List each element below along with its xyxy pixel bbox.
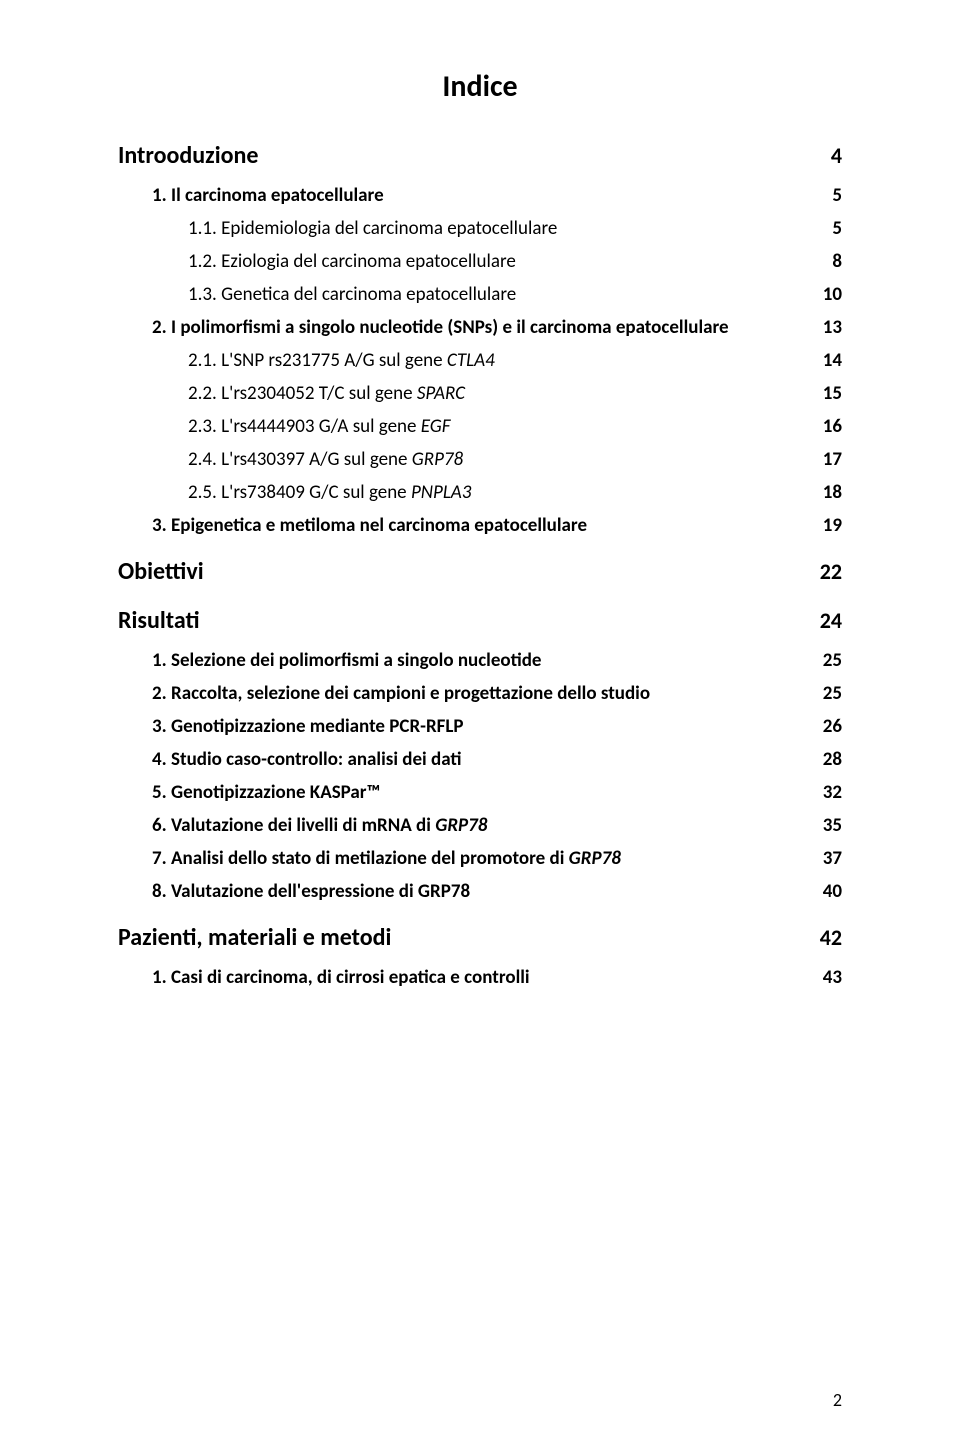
toc-item-page: 18	[823, 481, 842, 504]
gene-name: PNPLA3	[411, 481, 472, 504]
toc-subitem: 2.2. L'rs2304052 T/C sul gene SPARC15	[118, 382, 842, 405]
section-heading: Risultati 24	[118, 606, 842, 635]
section-heading-text: Obiettivi	[118, 557, 204, 586]
section-page-number: 24	[820, 607, 842, 634]
toc-subitem: 2.1. L'SNP rs231775 A/G sul gene CTLA414	[118, 349, 842, 372]
toc-item-page: 5	[832, 217, 842, 240]
toc-item-label: 8. Valutazione dell'espressione di GRP78	[152, 880, 823, 903]
toc-item-label: 2. Raccolta, selezione dei campioni e pr…	[152, 682, 823, 705]
toc-item-page: 28	[823, 748, 842, 771]
toc-item-label: 2.5. L'rs738409 G/C sul gene PNPLA3	[188, 481, 823, 504]
toc-subitem: 2.3. L'rs4444903 G/A sul gene EGF16	[118, 415, 842, 438]
toc-item-page: 40	[823, 880, 842, 903]
toc-item-page: 32	[823, 781, 842, 804]
toc-item-page: 14	[823, 349, 842, 372]
toc-item-page: 15	[823, 382, 842, 405]
toc-item-label: 1. Casi di carcinoma, di cirrosi epatica…	[152, 966, 823, 989]
toc-item-page: 8	[832, 250, 842, 273]
toc-item: 3. Genotipizzazione mediante PCR-RFLP26	[118, 715, 842, 738]
toc-item-page: 16	[823, 415, 842, 438]
toc-item-page: 25	[823, 682, 842, 705]
toc-item-label: 2.1. L'SNP rs231775 A/G sul gene CTLA4	[188, 349, 823, 372]
toc-item-page: 26	[823, 715, 842, 738]
toc-item-label: 1. Il carcinoma epatocellulare	[152, 184, 832, 207]
toc-item-page: 19	[823, 514, 842, 537]
toc-item-label: 5. Genotipizzazione KASPar™	[152, 781, 823, 804]
toc-subitem: 2.5. L'rs738409 G/C sul gene PNPLA318	[118, 481, 842, 504]
toc-item: 7. Analisi dello stato di metilazione de…	[118, 847, 842, 870]
toc-item: 1. Casi di carcinoma, di cirrosi epatica…	[118, 966, 842, 989]
toc-item-page: 37	[823, 847, 842, 870]
gene-name: GRP78	[412, 448, 463, 471]
section-heading-text: Introoduzione	[118, 141, 258, 170]
toc-item-page: 13	[823, 316, 842, 339]
toc-item: 5. Genotipizzazione KASPar™32	[118, 781, 842, 804]
toc-item: 2. I polimorfismi a singolo nucleotide (…	[118, 316, 842, 339]
toc-list: 1. Selezione dei polimorfismi a singolo …	[118, 649, 842, 903]
toc-item: 1. Selezione dei polimorfismi a singolo …	[118, 649, 842, 672]
gene-name: GRP78	[569, 847, 621, 870]
toc-item-page: 43	[823, 966, 842, 989]
section-heading: Obiettivi 22	[118, 557, 842, 586]
toc-item-label: 3. Genotipizzazione mediante PCR-RFLP	[152, 715, 823, 738]
toc-subitem: 1.3. Genetica del carcinoma epatocellula…	[118, 283, 842, 306]
toc-item-page: 35	[823, 814, 842, 837]
toc-item: 1. Il carcinoma epatocellulare5	[118, 184, 842, 207]
toc-item-label: 2.3. L'rs4444903 G/A sul gene EGF	[188, 415, 823, 438]
section-page-number: 4	[831, 142, 842, 169]
section-heading-text: Risultati	[118, 606, 200, 635]
toc-item-label: 2.4. L'rs430397 A/G sul gene GRP78	[188, 448, 823, 471]
toc-item-page: 25	[823, 649, 842, 672]
toc-item: 3. Epigenetica e metiloma nel carcinoma …	[118, 514, 842, 537]
toc-item-label: 6. Valutazione dei livelli di mRNA di GR…	[152, 814, 823, 837]
toc-item-page: 17	[823, 448, 842, 471]
section-page-number: 22	[820, 558, 842, 585]
toc-subitem: 1.1. Epidemiologia del carcinoma epatoce…	[118, 217, 842, 240]
toc-subitem: 1.2. Eziologia del carcinoma epatocellul…	[118, 250, 842, 273]
section-heading-text: Pazienti, materiali e metodi	[118, 923, 391, 952]
section-heading: Pazienti, materiali e metodi 42	[118, 923, 842, 952]
gene-name: CTLA4	[447, 349, 495, 372]
toc-item: 6. Valutazione dei livelli di mRNA di GR…	[118, 814, 842, 837]
toc-item-label: 7. Analisi dello stato di metilazione de…	[152, 847, 823, 870]
toc-list: 1. Casi di carcinoma, di cirrosi epatica…	[118, 966, 842, 989]
toc-item-label: 4. Studio caso-controllo: analisi dei da…	[152, 748, 823, 771]
toc-item-label: 1.1. Epidemiologia del carcinoma epatoce…	[188, 217, 832, 240]
toc-item-page: 10	[823, 283, 842, 306]
toc-item-label: 2. I polimorfismi a singolo nucleotide (…	[152, 316, 823, 339]
toc-item-page: 5	[832, 184, 842, 207]
toc-item-label: 3. Epigenetica e metiloma nel carcinoma …	[152, 514, 823, 537]
toc-body: Introoduzione 4 1. Il carcinoma epatocellu…	[118, 141, 842, 989]
page-title: Indice	[118, 68, 842, 105]
toc-subitem: 2.4. L'rs430397 A/G sul gene GRP7817	[118, 448, 842, 471]
gene-name: SPARC	[417, 382, 465, 405]
toc-page: Indice Introoduzione 4 1. Il carcinoma epa…	[0, 0, 960, 1451]
section-page-number: 42	[820, 924, 842, 951]
toc-item-label: 1.3. Genetica del carcinoma epatocellula…	[188, 283, 823, 306]
toc-item-label: 1.2. Eziologia del carcinoma epatocellul…	[188, 250, 832, 273]
page-number: 2	[833, 1389, 842, 1411]
toc-item: 8. Valutazione dell'espressione di GRP78…	[118, 880, 842, 903]
section-heading: Introoduzione 4	[118, 141, 842, 170]
toc-list: 1. Il carcinoma epatocellulare51.1. Epid…	[118, 184, 842, 537]
gene-name: GRP78	[435, 814, 487, 837]
toc-item-label: 1. Selezione dei polimorfismi a singolo …	[152, 649, 823, 672]
gene-name: EGF	[421, 415, 451, 438]
toc-item: 2. Raccolta, selezione dei campioni e pr…	[118, 682, 842, 705]
toc-item: 4. Studio caso-controllo: analisi dei da…	[118, 748, 842, 771]
toc-item-label: 2.2. L'rs2304052 T/C sul gene SPARC	[188, 382, 823, 405]
